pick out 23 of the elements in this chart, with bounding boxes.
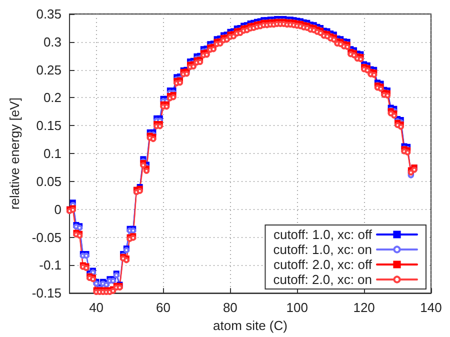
- y-tick-label: 0.2: [43, 90, 62, 106]
- legend-label: cutoff: 1.0, xc: off: [273, 227, 372, 242]
- y-tick-label: 0.25: [36, 62, 62, 78]
- legend-label: cutoff: 2.0, xc: on: [273, 272, 372, 287]
- y-tick-label: 0: [54, 202, 62, 217]
- y-tick-label: 0.1: [43, 146, 62, 162]
- y-tick-label: -0.05: [32, 230, 62, 245]
- x-tick-label: 120: [353, 300, 375, 316]
- y-tick-label: 0.3: [43, 34, 62, 50]
- y-tick-label: 0.05: [36, 174, 62, 189]
- x-tick-label: 140: [420, 300, 442, 316]
- x-axis-title: atom site (C): [213, 318, 288, 333]
- y-axis-title: relative energy [eV]: [7, 98, 22, 210]
- legend-label: cutoff: 1.0, xc: on: [273, 242, 372, 257]
- x-tick-label: 100: [286, 300, 308, 316]
- y-tick-label: -0.15: [32, 286, 62, 301]
- x-tick-label: 80: [222, 300, 238, 316]
- x-tick-label: 60: [156, 300, 170, 316]
- y-tick-label: -0.1: [39, 258, 62, 273]
- legend-label: cutoff: 2.0, xc: off: [273, 257, 372, 272]
- y-tick-label: 0.15: [36, 118, 62, 134]
- y-tick-label: 0.35: [36, 6, 62, 22]
- x-tick-label: 40: [89, 300, 104, 316]
